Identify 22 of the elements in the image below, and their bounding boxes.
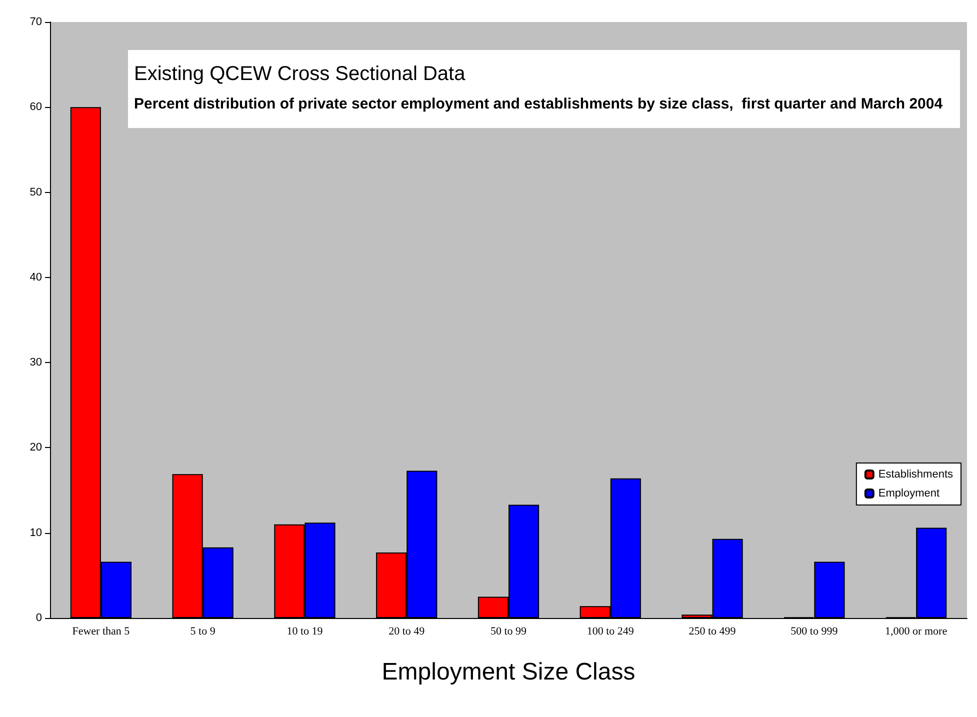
x-tick-label: 1,000 or more [885,626,948,638]
legend-label: Establishments [878,468,954,480]
x-tick-label: 100 to 249 [586,626,634,638]
x-tick-label: 20 to 49 [388,626,426,638]
y-tick-label: 40 [30,271,42,284]
y-tick-label: 20 [30,442,42,454]
x-tick-label: 5 to 9 [190,626,216,638]
legend-label: Employment [878,488,940,500]
y-tick-label: 30 [30,356,42,369]
y-tick-label: 50 [30,186,42,198]
x-tick-label: 10 to 19 [286,626,324,638]
x-tick-label: 50 to 99 [490,626,528,638]
x-axis-title: Employment Size Class [382,658,636,686]
y-tick-label: 0 [36,612,42,624]
x-tick-label: 250 to 499 [688,626,736,638]
text: Existing QCEW Cross Sectional Data [134,63,466,85]
y-tick-label: 10 [30,526,42,539]
y-tick-label: 70 [30,16,42,28]
x-tick-label: Fewer than 5 [72,626,130,638]
y-tick-label: 60 [30,101,42,114]
text: Percent distribution of private sector employment and establishments by size class, first quarter and March 2004 [134,96,944,112]
x-tick-label: 500 to 999 [790,626,838,638]
